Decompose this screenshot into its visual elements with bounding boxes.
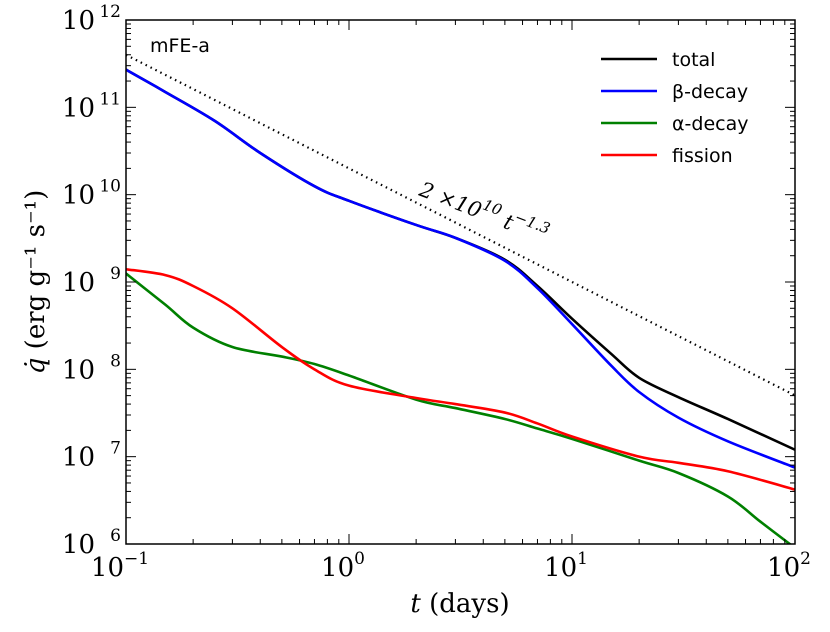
legend: total β-decay α-decay fission <box>601 49 748 167</box>
legend-label: β-decay <box>672 81 748 103</box>
fit-annotation: 2 ×1010 t−1.3 <box>415 172 552 248</box>
y-tick-label: 10 9 <box>62 264 121 298</box>
series-line-fission <box>126 267 795 491</box>
y-tick-label: 10 11 <box>62 89 121 123</box>
x-tick-label: 102 <box>767 549 811 583</box>
series-line-decay <box>126 68 795 469</box>
legend-label: fission <box>672 145 733 167</box>
ticks-layer <box>125 20 796 545</box>
legend-label: total <box>672 49 715 71</box>
x-tick-label: 100 <box>321 549 365 583</box>
legend-label: α-decay <box>672 113 748 135</box>
series-layer <box>126 53 795 544</box>
x-tick-label: 10−1 <box>91 549 149 583</box>
x-axis-label: t (days) <box>410 589 509 619</box>
y-tick-label: 10 7 <box>62 439 121 473</box>
y-tick-label: 10 8 <box>62 351 121 385</box>
x-tick-label: 101 <box>544 549 588 583</box>
series-line-decay <box>126 272 792 544</box>
y-tick-label: 10 6 <box>62 526 121 560</box>
y-tick-label: 10 12 <box>62 2 121 36</box>
series-line-powerlaw-fit <box>126 53 795 397</box>
y-axis-label: q̇ (erg g⁻¹ s⁻¹) <box>21 190 51 374</box>
y-tick-label: 10 10 <box>62 177 121 211</box>
panel-label: mFE-a <box>150 35 210 57</box>
